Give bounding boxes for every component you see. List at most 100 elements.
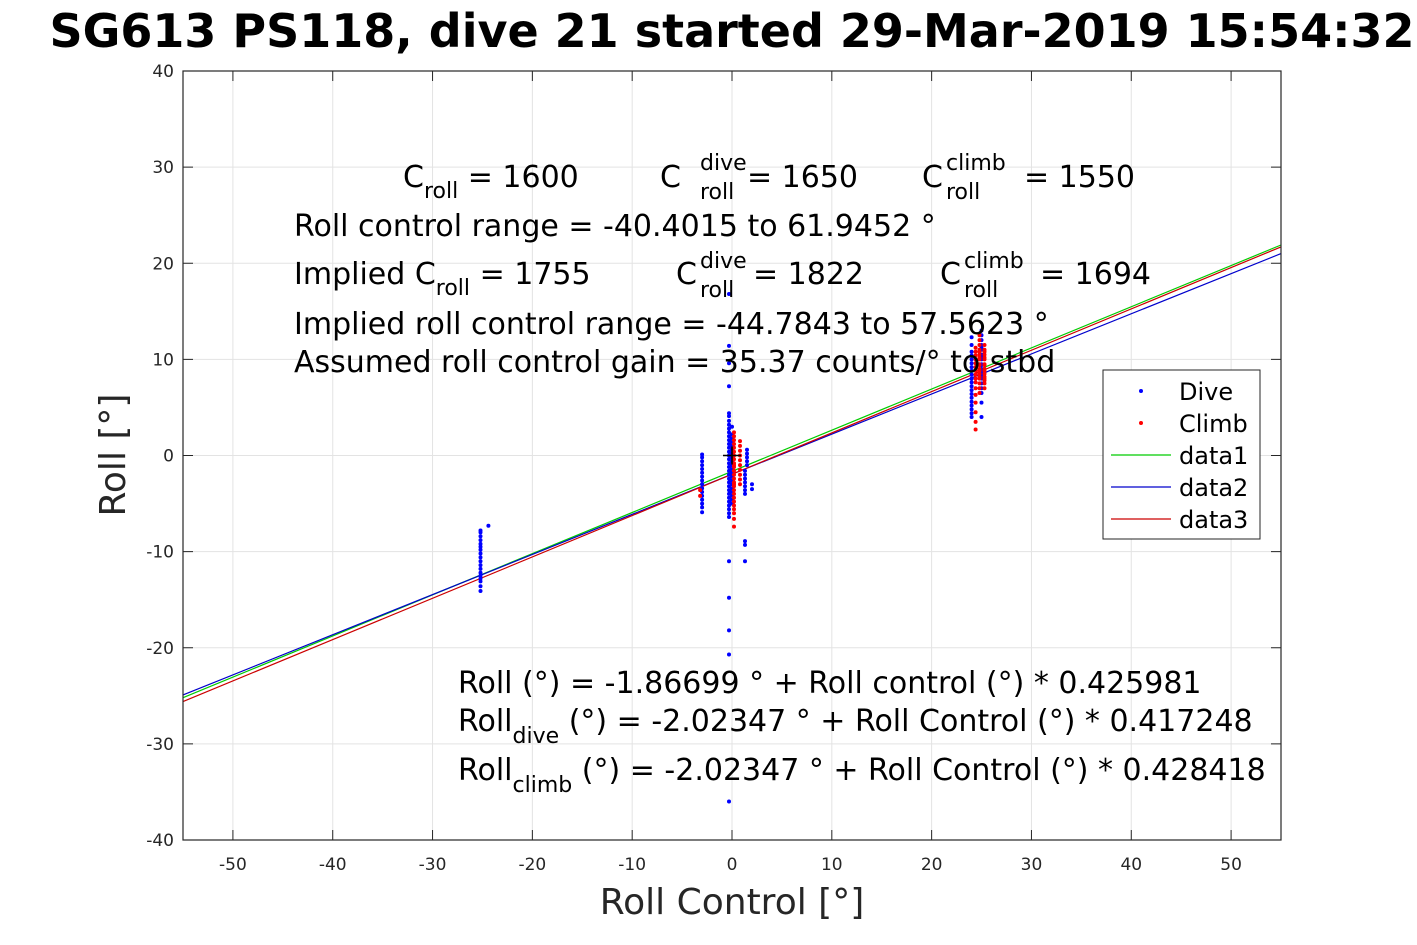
y-tick-labels: -40 -30 -20 -10 0 10 20 30 40: [146, 62, 174, 851]
data-point-climb: [732, 488, 736, 493]
data-point-dive: [700, 474, 705, 479]
data-point-dive: [969, 384, 974, 389]
data-point-dive: [727, 426, 731, 431]
data-point-dive: [700, 467, 705, 471]
data-point-climb: [982, 355, 987, 360]
data-point-dive: [969, 380, 974, 385]
data-point-dive: [700, 459, 705, 464]
data-point-dive: [969, 361, 974, 366]
data-point-climb: [973, 361, 978, 366]
legend-swatch-dive: [1139, 389, 1143, 393]
data-point-climb: [977, 386, 982, 391]
data-point-dive: [727, 559, 731, 564]
data-point-climb: [732, 434, 736, 439]
data-point-climb: [973, 376, 978, 381]
data-point-climb: [977, 349, 982, 354]
data-point-climb: [973, 349, 978, 354]
data-point-dive: [727, 507, 731, 512]
legend-label-data2: data2: [1179, 474, 1248, 502]
data-point-climb: [732, 516, 736, 521]
x-tick-label: 50: [1220, 855, 1242, 875]
annotation-c-roll-climb-sub: roll: [946, 180, 980, 205]
annotation-c-roll-climb-value: = 1550: [1024, 160, 1135, 195]
data-point-climb: [977, 363, 982, 368]
data-point-dive: [727, 461, 731, 466]
legend-label-climb: Climb: [1179, 410, 1248, 438]
annotation-implied-c-roll-dive-sub: roll: [700, 278, 734, 303]
data-point-dive: [969, 407, 974, 412]
data-point-climb: [977, 355, 982, 360]
data-point-dive: [478, 576, 483, 581]
data-point-climb: [982, 386, 987, 391]
x-tick-label: 40: [1120, 855, 1142, 875]
y-tick-label: -10: [146, 543, 174, 563]
data-point-dive: [727, 449, 731, 454]
data-point-dive: [727, 799, 731, 804]
data-point-climb: [732, 463, 736, 468]
data-point-climb: [732, 495, 736, 500]
data-point-climb: [977, 343, 982, 347]
annotation-implied-c-roll-dive-value: = 1822: [753, 257, 864, 292]
legend-label-dive: Dive: [1179, 378, 1233, 406]
data-point-dive: [727, 361, 731, 366]
data-point-dive: [727, 652, 731, 657]
data-point-climb: [973, 372, 978, 377]
x-tick-labels: -50 -40 -30 -20 -10 0 10 20 30 40 50: [219, 855, 1242, 875]
data-point-dive: [478, 570, 483, 575]
data-point-climb: [732, 457, 736, 462]
data-point-dive: [743, 472, 747, 477]
data-point-climb: [698, 488, 703, 493]
data-point-climb: [732, 430, 736, 435]
data-point-dive: [969, 388, 974, 393]
data-point-dive: [478, 555, 483, 560]
data-point-climb: [732, 445, 736, 450]
data-point-dive: [727, 628, 731, 633]
data-point-dive: [727, 488, 731, 493]
axes-box: [182, 70, 1282, 841]
data-point-climb: [977, 352, 982, 357]
data-point-climb: [738, 439, 742, 444]
data-point-dive: [969, 376, 974, 381]
x-tick-label: 0: [727, 855, 738, 875]
annotation-range: Roll control range = -40.4015 to 61.9452…: [294, 209, 936, 244]
annotation-implied-range: Implied roll control range = -44.7843 to…: [294, 307, 1049, 342]
data-point-dive: [979, 328, 984, 333]
data-point-climb: [973, 410, 978, 415]
data-point-climb: [982, 381, 987, 386]
data-point-climb: [738, 482, 742, 487]
data-point-climb: [738, 467, 742, 472]
data-point-climb: [732, 491, 736, 496]
data-point-climb: [738, 463, 742, 468]
data-point-dive: [700, 501, 705, 506]
data-point-climb: [732, 482, 736, 487]
legend-swatch-climb: [1139, 421, 1143, 425]
annotation-c-roll-dive-value: = 1650: [747, 160, 858, 195]
data-point-dive: [727, 445, 731, 450]
data-point-climb: [732, 438, 736, 443]
annotation-implied-c-roll-dive-sup: dive: [700, 249, 747, 274]
data-point-dive: [727, 472, 731, 477]
data-point-climb: [732, 476, 736, 481]
data-point-dive: [969, 335, 974, 340]
data-point-dive: [969, 399, 974, 404]
data-point-dive: [745, 455, 749, 460]
data-point-dive: [727, 595, 731, 600]
legend-label-data3: data3: [1179, 506, 1248, 534]
data-point-climb: [977, 368, 982, 373]
annotation-eq3: Rollclimb (°) = -2.02347 ° + Roll Contro…: [458, 753, 1266, 798]
x-tick-label: -30: [419, 855, 447, 875]
data-point-dive: [478, 563, 483, 568]
data-point-dive: [727, 503, 731, 508]
annotation-c-roll-dive-sup: dive: [700, 151, 747, 176]
data-point-dive: [727, 438, 731, 443]
data-point-dive: [743, 539, 747, 544]
data-point-climb: [973, 365, 978, 370]
data-point-climb: [982, 363, 987, 368]
y-tick-label: 40: [152, 62, 174, 82]
x-tick-label: 30: [1021, 855, 1043, 875]
data-point-dive: [727, 484, 731, 489]
y-axis-label: Roll [°]: [93, 394, 134, 517]
data-point-dive: [727, 414, 731, 419]
data-point-climb: [973, 386, 978, 391]
annotation-c-roll: Croll = 1600: [403, 160, 579, 204]
